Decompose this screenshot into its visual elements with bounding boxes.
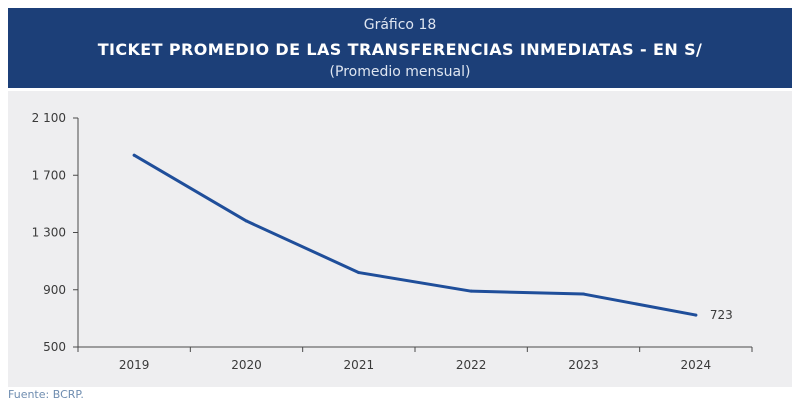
y-tick-label: 900 bbox=[43, 283, 66, 297]
source-note: Fuente: BCRP. bbox=[8, 388, 84, 401]
x-tick-label: 2021 bbox=[344, 358, 375, 372]
chart-panel bbox=[8, 91, 792, 387]
data-point bbox=[694, 313, 698, 317]
series-line bbox=[132, 153, 698, 317]
data-point bbox=[582, 292, 585, 296]
data-label-last: 723 bbox=[710, 308, 733, 322]
data-point bbox=[469, 289, 473, 293]
x-tick-label: 2023 bbox=[568, 358, 599, 372]
x-tick-label: 2024 bbox=[681, 358, 712, 372]
x-tick-label: 2022 bbox=[456, 358, 487, 372]
data-point bbox=[132, 153, 136, 157]
data-point bbox=[245, 219, 248, 223]
chart-subtitle: (Promedio mensual) bbox=[329, 64, 471, 80]
y-tick-label: 500 bbox=[43, 340, 66, 354]
chart-title: TICKET PROMEDIO DE LAS TRANSFERENCIAS IN… bbox=[97, 40, 703, 59]
y-tick-label: 2 100 bbox=[32, 111, 66, 125]
data-point bbox=[357, 271, 361, 275]
y-tick-label: 1 700 bbox=[32, 168, 66, 182]
line-chart: 500 900 1 300 1 700 2 100 2019 2020 2021 2022 202… bbox=[32, 111, 753, 372]
x-tick-label: 2020 bbox=[231, 358, 262, 372]
chart-number: Gráfico 18 bbox=[363, 17, 437, 33]
y-tick-label: 1 300 bbox=[32, 226, 66, 240]
chart-header: Gráfico 18 TICKET PROMEDIO DE LAS TRANSF… bbox=[8, 8, 792, 88]
x-tick-label: 2019 bbox=[119, 358, 150, 372]
